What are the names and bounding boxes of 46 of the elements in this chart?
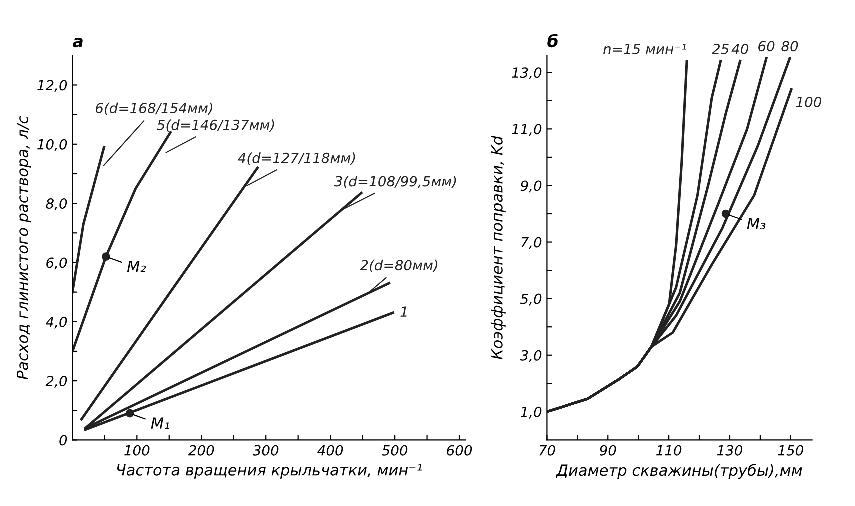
series-label: 5(d=146/137мм)	[157, 120, 274, 132]
x-tick-label: 400	[318, 445, 344, 456]
x-tick-label: 600	[447, 445, 472, 456]
annotation: M₃	[747, 218, 766, 230]
x-tick-label: 150	[778, 445, 804, 456]
y-tick-label: 9,0	[520, 180, 542, 193]
x-tick-label: 200	[188, 445, 214, 456]
y-tick-label: 1,0	[520, 406, 542, 419]
y-tick-label: 2,0	[46, 376, 68, 388]
annotation: M₂	[127, 261, 146, 272]
y-tick-label: 5,0	[520, 294, 542, 306]
y-tick-label: 10,0	[38, 139, 68, 152]
chart-title: б	[548, 34, 558, 48]
series-label: 100	[796, 97, 822, 108]
y-tick-label: 3,0	[520, 350, 542, 362]
series-label: 80	[782, 41, 798, 52]
series-label: 40	[732, 44, 748, 54]
series-label: 25	[712, 44, 729, 54]
x-axis-title: Диаметр скважины(трубы),мм	[556, 464, 802, 480]
series-label: 60	[758, 41, 775, 52]
x-tick-label: 300	[252, 445, 279, 456]
y-tick-label: 13,0	[512, 68, 542, 80]
x-tick-label: 500	[382, 445, 408, 456]
x-tick-label: 130	[717, 445, 743, 456]
y-axis-title: Расход глинистого раствора, л/с	[17, 116, 32, 380]
annotation: M₁	[151, 418, 170, 429]
text: 6(d=168/154мм)	[96, 102, 212, 116]
y-tick-label: 0	[60, 435, 68, 446]
series-label: 1	[400, 306, 407, 317]
y-axis-title: Коэффициент поправки, Kd	[491, 136, 506, 360]
y-tick-label: 11,0	[512, 124, 542, 136]
y-tick-label: 7,0	[522, 237, 542, 250]
chart-title: а	[72, 38, 83, 48]
y-tick-label: 12,0	[38, 80, 68, 92]
series-label: n=15 мин⁻¹	[604, 44, 686, 54]
series-label: 4(d=127/118мм)	[238, 152, 356, 166]
x-tick-label: 110	[656, 445, 682, 456]
x-tick-label: 90	[600, 445, 616, 456]
y-tick-label: 4,0	[46, 316, 68, 329]
y-tick-label: 6,0	[46, 258, 68, 270]
series-label: 3(d=108/99,5мм)	[334, 176, 456, 188]
series-label: 2(d=80мм)	[360, 260, 438, 272]
x-tick-label: 70	[540, 445, 556, 456]
y-tick-label: 8,0	[46, 198, 68, 210]
x-axis-title: Частота вращения крыльчатки, мин⁻¹	[118, 464, 422, 479]
x-tick-label: 100	[124, 445, 150, 456]
